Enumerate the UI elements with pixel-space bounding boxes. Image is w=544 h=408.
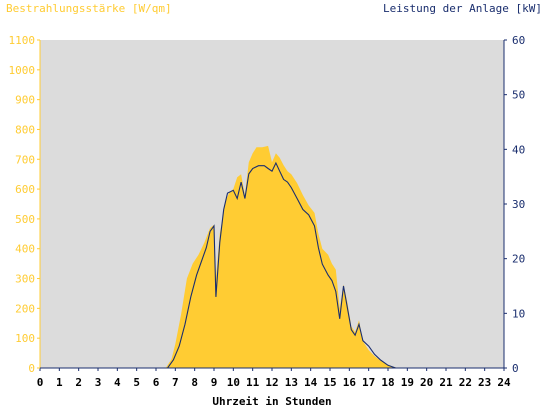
x-tick-label: 20 [420,376,433,389]
x-tick-label: 7 [172,376,179,389]
x-tick-label: 23 [478,376,491,389]
x-tick-label: 17 [362,376,375,389]
left-tick-label: 500 [15,213,35,226]
left-tick-label: 100 [15,332,35,345]
left-axis-title: Bestrahlungsstärke [W/qm] [6,2,172,15]
x-tick-label: 9 [211,376,218,389]
x-tick-label: 6 [153,376,160,389]
x-tick-label: 11 [246,376,260,389]
left-tick-label: 800 [15,123,35,136]
series-power-line [40,161,504,369]
x-tick-label: 12 [265,376,278,389]
right-tick-label: 30 [512,198,525,211]
x-tick-label: 19 [401,376,414,389]
left-tick-label: 0 [28,362,35,375]
left-tick-label: 200 [15,302,35,315]
left-tick-label: 600 [15,183,35,196]
x-axis-title: Uhrzeit in Stunden [212,395,331,408]
right-tick-label: 20 [512,253,525,266]
left-tick-label: 1100 [9,34,36,47]
right-tick-labels: 0 10 20 30 40 50 60 [504,34,525,375]
right-tick-label: 0 [512,362,519,375]
right-tick-label: 50 [512,89,525,102]
left-tick-label: 300 [15,273,35,286]
x-tick-label: 10 [227,376,240,389]
x-tick-label: 14 [304,376,318,389]
series-irradiance-area [40,145,504,368]
right-tick-label: 40 [512,143,525,156]
series-layer [40,145,504,369]
x-tick-label: 16 [343,376,357,389]
x-tick-label: 4 [114,376,121,389]
x-tick-label: 13 [285,376,298,389]
left-tick-label: 1000 [9,64,36,77]
left-tick-labels: 0 100 200 300 400 500 600 700 800 900 1000 1100 [9,34,40,375]
x-tick-label: 15 [323,376,336,389]
left-tick-label: 400 [15,243,35,256]
x-tick-label: 21 [439,376,453,389]
x-tick-label: 18 [381,376,394,389]
x-tick-label: 8 [191,376,198,389]
x-tick-label: 5 [133,376,140,389]
x-tick-label: 3 [95,376,102,389]
right-tick-label: 10 [512,307,525,320]
left-tick-label: 900 [15,94,35,107]
right-tick-label: 60 [512,34,525,47]
x-tick-label: 1 [56,376,63,389]
x-tick-label: 2 [75,376,82,389]
right-axis-title: Leistung der Anlage [kW] [383,2,542,15]
left-tick-label: 700 [15,153,35,166]
x-tick-label: 22 [459,376,472,389]
x-tick-label: 0 [37,376,44,389]
x-tick-label: 24 [497,376,511,389]
x-tick-labels: 0 1 2 3 4 5 6 7 8 9 10 11 12 13 14 15 16 17 18 19 20 21 22 23 24 [37,368,511,389]
